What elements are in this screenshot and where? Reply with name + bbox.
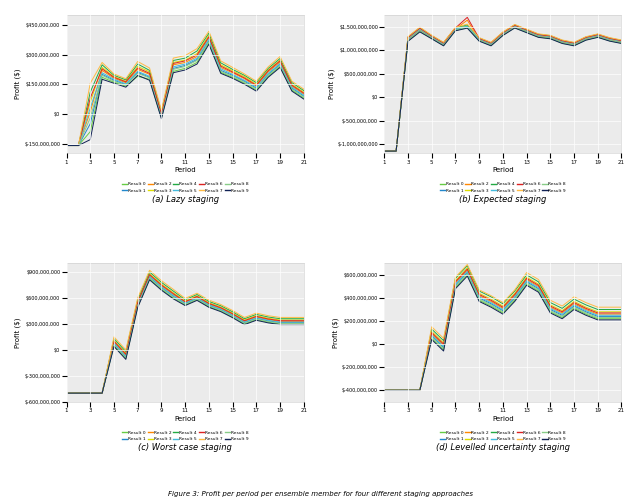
Text: (c) Worst case staging: (c) Worst case staging (138, 443, 232, 452)
Text: (a) Lazy staging: (a) Lazy staging (152, 195, 219, 204)
Legend: Result 0, Result 1, Result 2, Result 3, Result 4, Result 5, Result 6, Result 7, : Result 0, Result 1, Result 2, Result 3, … (438, 181, 568, 195)
X-axis label: Period: Period (174, 167, 196, 173)
Text: (d) Levelled uncertainty staging: (d) Levelled uncertainty staging (436, 443, 570, 452)
Y-axis label: Profit ($): Profit ($) (15, 317, 22, 348)
X-axis label: Period: Period (492, 167, 514, 173)
Text: Figure 3: Profit per period per ensemble member for four different staging appro: Figure 3: Profit per period per ensemble… (168, 491, 472, 497)
Text: (b) Expected staging: (b) Expected staging (459, 195, 547, 204)
Y-axis label: Profit ($): Profit ($) (15, 69, 22, 100)
Legend: Result 0, Result 1, Result 2, Result 3, Result 4, Result 5, Result 6, Result 7, : Result 0, Result 1, Result 2, Result 3, … (438, 429, 568, 443)
X-axis label: Period: Period (174, 416, 196, 422)
Y-axis label: Profit ($): Profit ($) (328, 69, 335, 100)
Y-axis label: Profit ($): Profit ($) (333, 317, 339, 348)
Legend: Result 0, Result 1, Result 2, Result 3, Result 4, Result 5, Result 6, Result 7, : Result 0, Result 1, Result 2, Result 3, … (120, 429, 250, 443)
X-axis label: Period: Period (492, 416, 514, 422)
Legend: Result 0, Result 1, Result 2, Result 3, Result 4, Result 5, Result 6, Result 7, : Result 0, Result 1, Result 2, Result 3, … (120, 181, 250, 195)
